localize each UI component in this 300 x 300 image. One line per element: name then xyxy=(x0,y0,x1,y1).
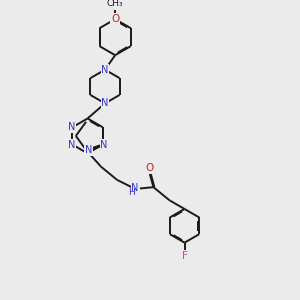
Text: N: N xyxy=(68,140,76,150)
Text: N: N xyxy=(85,145,92,155)
Text: N: N xyxy=(101,65,109,75)
Text: O: O xyxy=(111,14,119,24)
Text: N: N xyxy=(68,122,76,132)
Text: N: N xyxy=(100,140,108,150)
Text: H: H xyxy=(128,188,135,197)
Text: O: O xyxy=(145,163,153,173)
Text: F: F xyxy=(182,251,188,261)
Text: CH₃: CH₃ xyxy=(107,0,124,8)
Text: N: N xyxy=(101,98,109,108)
Text: N: N xyxy=(131,183,139,193)
